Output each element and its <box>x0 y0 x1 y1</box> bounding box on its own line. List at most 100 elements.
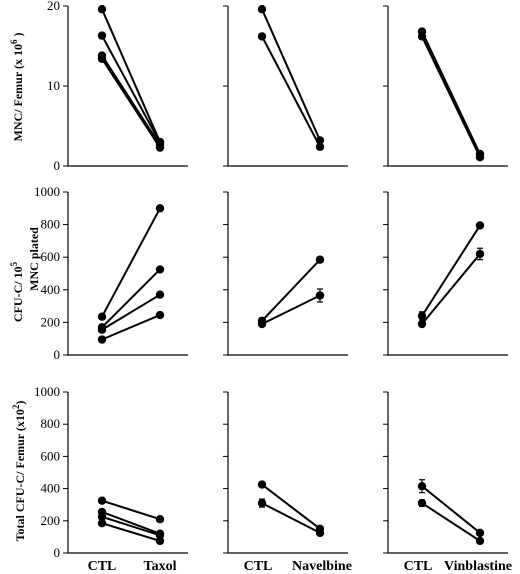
y-label-row0-tail: ) <box>11 33 25 40</box>
y-tick-label: 800 <box>41 416 61 431</box>
y-tick-label: 1000 <box>34 384 60 399</box>
data-point <box>155 310 165 320</box>
data-point <box>475 528 485 538</box>
x-label-col2-drug: Vinblastine <box>444 559 512 574</box>
y-tick-label: 200 <box>41 314 61 329</box>
data-point <box>475 249 485 259</box>
data-point <box>97 31 107 40</box>
data-point <box>315 528 325 538</box>
data-point <box>475 221 485 230</box>
series-line <box>421 224 481 317</box>
y-tick-label: 0 <box>54 158 61 173</box>
data-point <box>97 54 107 63</box>
y-axis-label-row0: MNC/ Femur (x 106 ) <box>9 33 25 142</box>
y-tick-label: 20 <box>47 0 60 13</box>
data-point <box>97 335 107 344</box>
series-line <box>101 293 161 331</box>
data-point <box>257 498 267 508</box>
series-line <box>101 268 161 328</box>
data-point <box>315 291 325 300</box>
y-tick-label: 0 <box>54 545 61 560</box>
x-label-col1-ctl: CTL <box>244 559 273 574</box>
axis-frame <box>67 6 188 167</box>
y-axis-label-row1-line1: CFU-C/ 105 <box>9 261 25 322</box>
data-point <box>475 153 485 162</box>
x-label-col0-ctl: CTL <box>88 559 117 574</box>
axis-frame <box>67 192 188 356</box>
data-point <box>257 319 267 329</box>
panel-r2-c1 <box>223 391 348 554</box>
x-label-col1-drug: Navelbine <box>292 559 352 574</box>
series-line <box>421 31 481 155</box>
series-line <box>101 35 161 144</box>
series-line <box>421 502 481 542</box>
y-tick-label: 600 <box>41 448 61 463</box>
x-label-col2-ctl: CTL <box>404 559 433 574</box>
data-point <box>315 142 325 151</box>
axis-frame <box>67 392 188 554</box>
series-line <box>261 35 321 148</box>
y-axis-label-row2: Total CFU-C/ Femur (x102) <box>11 401 27 542</box>
data-point <box>97 312 107 321</box>
series-line <box>101 499 161 521</box>
series-line <box>421 35 481 158</box>
data-point <box>257 480 267 489</box>
data-point <box>315 255 325 264</box>
y-tick-label: 10 <box>47 78 60 93</box>
y-label-row2-tail: ) <box>13 401 27 405</box>
data-point <box>155 143 165 152</box>
data-point <box>417 498 427 508</box>
series-line <box>261 8 321 141</box>
data-point <box>155 204 165 213</box>
data-point <box>97 496 107 505</box>
series-line <box>101 58 161 149</box>
series-line <box>261 502 321 534</box>
data-point <box>257 32 267 41</box>
y-tick-label: 400 <box>41 481 61 496</box>
series-line <box>261 483 321 530</box>
data-point <box>97 325 107 334</box>
data-point <box>417 32 427 41</box>
y-tick-label: 600 <box>41 249 61 264</box>
series-line <box>101 314 161 341</box>
series-line <box>421 253 481 325</box>
panel-r0-c2 <box>383 5 508 167</box>
series-line <box>101 55 161 146</box>
data-point <box>257 5 267 14</box>
data-point <box>155 265 165 274</box>
series-line <box>421 485 481 534</box>
data-point <box>155 290 165 299</box>
series-line <box>101 522 161 542</box>
y-label-row2-exp: 2 <box>11 404 21 409</box>
data-point <box>155 536 165 546</box>
panel-r1-c0: 0 200 400 600 800 1000 <box>34 184 188 362</box>
y-tick-label: 1000 <box>34 184 60 199</box>
series-line <box>261 258 321 322</box>
y-label-row1-line1: CFU-C/ 10 <box>11 266 25 322</box>
data-point <box>417 319 427 329</box>
series-line <box>101 515 161 537</box>
data-point <box>475 536 485 546</box>
series-line <box>101 511 161 535</box>
series-line <box>101 207 161 318</box>
y-label-row1-exp: 5 <box>9 261 19 266</box>
panel-r2-c0: 0 200 400 600 800 1000 <box>34 384 188 560</box>
y-label-row0-exp: 6 <box>9 39 19 44</box>
y-label-row0-main: MNC/ Femur (x 10 <box>11 44 25 141</box>
axis-frame <box>227 392 348 554</box>
data-point <box>97 5 107 14</box>
panel-r1-c1 <box>223 191 348 356</box>
data-point <box>417 481 427 491</box>
y-label-row2-main: Total CFU-C/ Femur (x10 <box>13 409 27 541</box>
panel-r1-c2 <box>383 191 508 356</box>
data-point <box>97 519 107 528</box>
y-axis-label-row1-line2: MNC plated <box>27 227 41 291</box>
data-point <box>97 512 107 521</box>
panel-r0-c0: 0 10 20 <box>47 0 188 173</box>
y-tick-label: 400 <box>41 282 61 297</box>
panel-r2-c2 <box>383 391 508 554</box>
series-line <box>261 294 321 325</box>
data-point <box>417 311 427 321</box>
